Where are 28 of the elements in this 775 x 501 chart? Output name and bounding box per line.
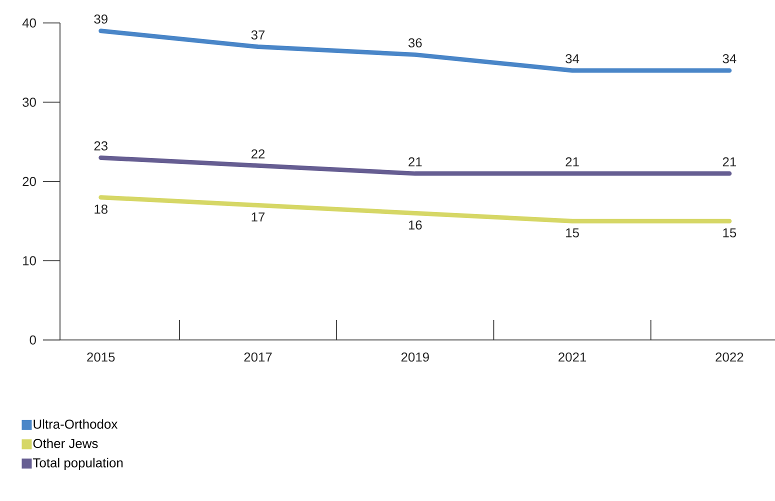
data-label: 18 [94, 204, 108, 214]
data-label: 22 [251, 149, 265, 158]
data-label: 37 [251, 30, 265, 40]
x-tick-label: 2021 [558, 352, 586, 362]
data-label: 21 [566, 157, 579, 166]
y-tick-label: 10 [23, 256, 36, 266]
data-label: 16 [408, 220, 422, 230]
y-tick-label: 30 [22, 98, 36, 107]
legend-label: Total population [33, 458, 123, 470]
y-tick-label: 40 [22, 18, 36, 28]
data-label: 36 [408, 38, 422, 48]
x-tick-label: 2019 [401, 352, 429, 362]
y-tick-label: 20 [22, 176, 36, 186]
data-label: 15 [566, 228, 579, 238]
x-tick-label: 2022 [716, 352, 744, 362]
data-label: 15 [723, 228, 736, 238]
legend-label: Ultra-Orthodox [34, 419, 118, 429]
data-label: 34 [722, 54, 736, 64]
data-label: 21 [722, 157, 736, 166]
data-label: 21 [408, 157, 422, 166]
data-label: 34 [566, 54, 580, 64]
x-tick-label: 2015 [87, 352, 115, 362]
y-tick-label: 0 [30, 335, 36, 345]
x-tick-label: 2017 [244, 352, 272, 362]
data-label: 39 [94, 14, 108, 24]
data-label: 17 [252, 212, 265, 222]
legend-label: Other Jews [33, 438, 98, 448]
data-label: 23 [94, 141, 108, 150]
